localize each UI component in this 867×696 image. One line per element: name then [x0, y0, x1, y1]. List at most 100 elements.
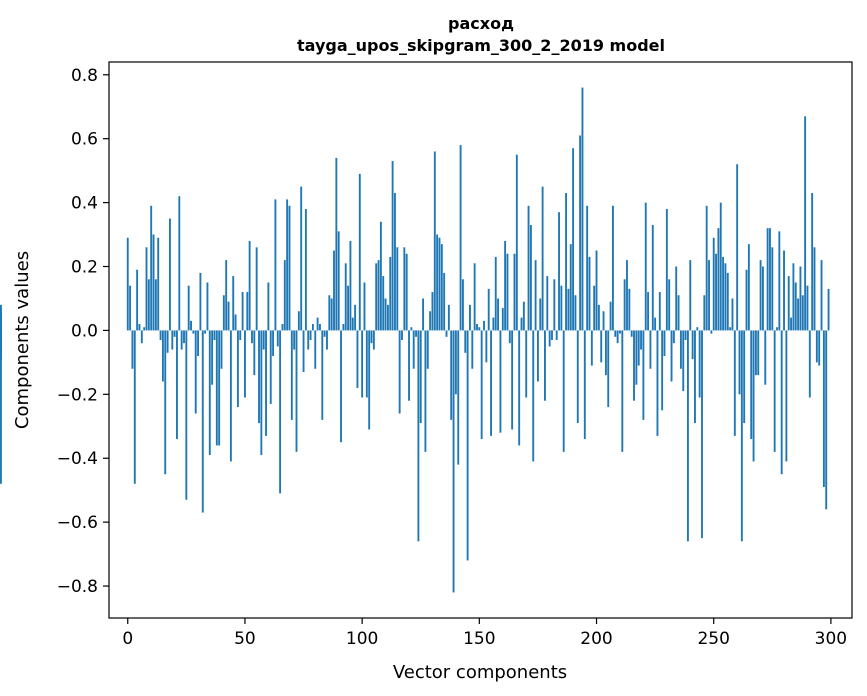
bar-124 — [417, 330, 420, 542]
bar-209 — [616, 330, 619, 344]
bar-243 — [696, 327, 699, 331]
bar-37 — [213, 330, 216, 340]
bar-43 — [227, 301, 230, 331]
bar-298 — [825, 330, 828, 510]
bar-21 — [176, 330, 178, 440]
bar-32 — [201, 330, 204, 513]
bar-18 — [169, 218, 171, 331]
bar-141 — [457, 330, 460, 465]
bar-251 — [715, 253, 717, 331]
bar-177 — [541, 186, 544, 331]
bar-213 — [626, 260, 628, 331]
bar-144 — [464, 330, 467, 353]
bar-199 — [593, 285, 596, 331]
bar-143 — [461, 279, 464, 331]
bar-90 — [337, 231, 340, 331]
bar-231 — [668, 279, 671, 331]
bar-77 — [307, 330, 310, 350]
bar-86 — [328, 295, 331, 331]
bar-283 — [790, 317, 792, 331]
y-tick-label: 0.8 — [71, 66, 98, 86]
bar-279 — [780, 330, 783, 475]
y-tick-label: −0.8 — [57, 577, 98, 597]
bar-174 — [534, 260, 537, 331]
bar-185 — [560, 285, 563, 331]
bar-3 — [133, 330, 136, 484]
x-tick-label: 300 — [815, 629, 847, 649]
bar-38 — [215, 330, 218, 446]
bar-94 — [347, 285, 350, 331]
bar-123 — [415, 330, 417, 337]
bar-182 — [553, 279, 556, 331]
bar-39 — [218, 330, 221, 446]
bar-179 — [546, 276, 549, 331]
bar-258 — [731, 298, 734, 331]
bar-165 — [513, 253, 516, 331]
bar-22 — [178, 196, 181, 331]
bar-242 — [694, 330, 696, 424]
bar-211 — [621, 330, 624, 452]
bar-183 — [555, 330, 558, 340]
bar-164 — [511, 330, 514, 430]
bar-208 — [614, 330, 617, 337]
bar-83 — [321, 330, 324, 420]
bar-137 — [447, 304, 450, 331]
bar-241 — [691, 330, 694, 360]
bar-73 — [297, 311, 300, 331]
bar-284 — [792, 263, 795, 331]
bar-63 — [274, 199, 277, 331]
bar-117 — [401, 330, 403, 340]
bar-62 — [272, 330, 275, 356]
bar-259 — [733, 330, 736, 436]
bar-16 — [164, 330, 167, 475]
bar-246 — [703, 295, 706, 331]
bar-46 — [234, 314, 237, 331]
bar-97 — [354, 304, 357, 331]
bar-265 — [747, 244, 750, 331]
bar-293 — [813, 247, 816, 331]
bar-132 — [436, 234, 439, 331]
bar-237 — [682, 330, 685, 392]
bar-126 — [422, 298, 425, 331]
bar-undefined — [0, 304, 2, 331]
bar-68 — [286, 199, 289, 331]
bar-233 — [672, 330, 675, 344]
bar-167 — [518, 330, 521, 446]
bar-29 — [194, 330, 197, 414]
bar-11 — [152, 234, 155, 331]
bar-168 — [520, 317, 523, 331]
bar-163 — [508, 330, 511, 344]
chart-title: расход — [448, 14, 514, 33]
bar-162 — [506, 253, 509, 331]
bar-202 — [600, 330, 603, 363]
bar-88 — [333, 250, 335, 331]
bar-169 — [522, 301, 525, 331]
bar-100 — [361, 330, 364, 398]
bar-252 — [717, 228, 720, 331]
bar-95 — [349, 240, 352, 331]
bar-127 — [424, 330, 427, 452]
bar-273 — [766, 228, 769, 331]
bar-235 — [677, 295, 680, 331]
bar-52 — [248, 240, 251, 331]
bar-267 — [752, 330, 755, 462]
bar-20 — [173, 330, 176, 337]
bar-146 — [469, 304, 471, 331]
bar-0 — [126, 237, 129, 331]
x-tick-label: 100 — [346, 629, 378, 649]
bar-256 — [726, 272, 729, 331]
bar-60 — [267, 282, 270, 331]
bar-149 — [476, 324, 478, 331]
bar-84 — [323, 330, 326, 337]
bar-277 — [776, 327, 778, 331]
bar-148 — [473, 263, 476, 331]
bar-101 — [363, 282, 366, 331]
bar-98 — [356, 330, 359, 388]
bar-24 — [183, 330, 185, 344]
bar-17 — [166, 330, 169, 353]
bar-125 — [419, 330, 422, 424]
bar-12 — [154, 279, 157, 331]
bar-193 — [579, 135, 582, 331]
